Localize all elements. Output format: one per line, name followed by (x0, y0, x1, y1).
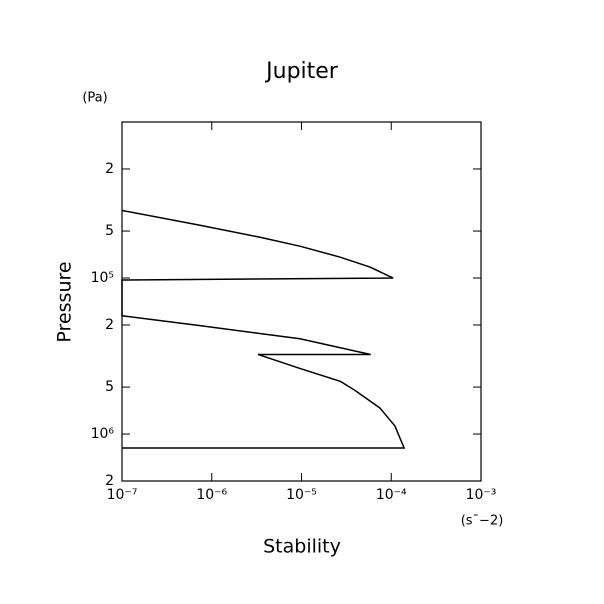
x-axis-label: Stability (263, 536, 341, 558)
y-tick-label: 2 (105, 317, 114, 333)
x-tick-label: 10⁻⁴ (376, 487, 407, 503)
y-tick-label: 2 (105, 473, 114, 489)
x-tick-label: 10⁻⁶ (196, 487, 227, 503)
y-axis-label: Pressure (54, 261, 76, 342)
y-tick-label: 10⁶ (91, 426, 115, 442)
y-tick-label: 5 (105, 223, 114, 239)
chart-title: Jupiter (264, 59, 339, 84)
profile-line (121, 209, 406, 449)
y-tick-label: 2 (105, 161, 114, 177)
x-tick-label: 10⁻⁷ (107, 487, 138, 503)
y-unit: (Pa) (82, 91, 107, 106)
x-unit: (s¯−2) (461, 514, 504, 529)
y-tick-label: 5 (105, 379, 114, 395)
plot-frame (121, 121, 482, 482)
x-tick-label: 10⁻⁵ (286, 487, 317, 503)
x-tick-label: 10⁻³ (466, 487, 497, 503)
y-tick-label: 10⁵ (91, 270, 114, 286)
